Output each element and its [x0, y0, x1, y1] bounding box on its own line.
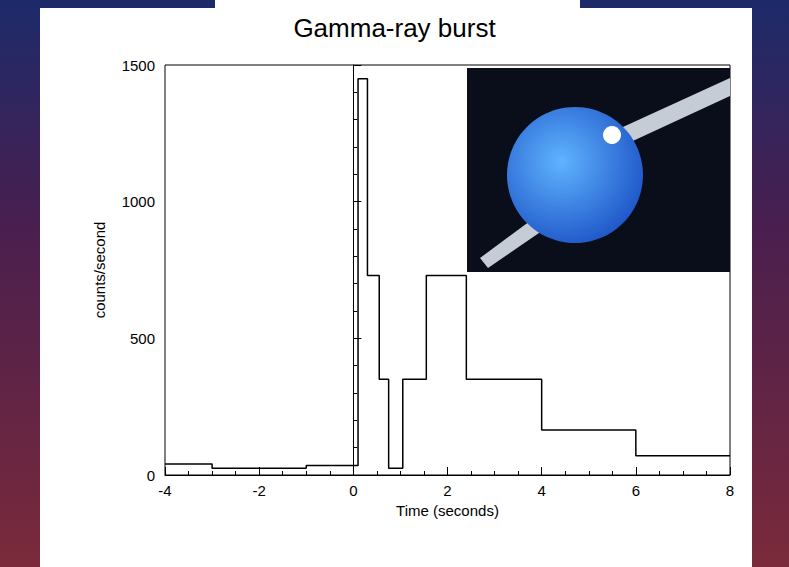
svg-text:0: 0	[147, 467, 155, 484]
svg-text:6: 6	[632, 482, 640, 499]
svg-text:Time (seconds): Time (seconds)	[396, 502, 499, 519]
svg-text:Gamma-ray burst: Gamma-ray burst	[293, 13, 496, 43]
svg-text:500: 500	[130, 330, 155, 347]
svg-text:2: 2	[443, 482, 451, 499]
svg-text:counts/second: counts/second	[91, 222, 108, 319]
svg-text:1500: 1500	[122, 57, 155, 74]
svg-text:1000: 1000	[122, 193, 155, 210]
svg-text:4: 4	[537, 482, 545, 499]
svg-text:-4: -4	[158, 482, 171, 499]
svg-text:0: 0	[349, 482, 357, 499]
svg-text:-2: -2	[252, 482, 265, 499]
svg-text:8: 8	[726, 482, 734, 499]
